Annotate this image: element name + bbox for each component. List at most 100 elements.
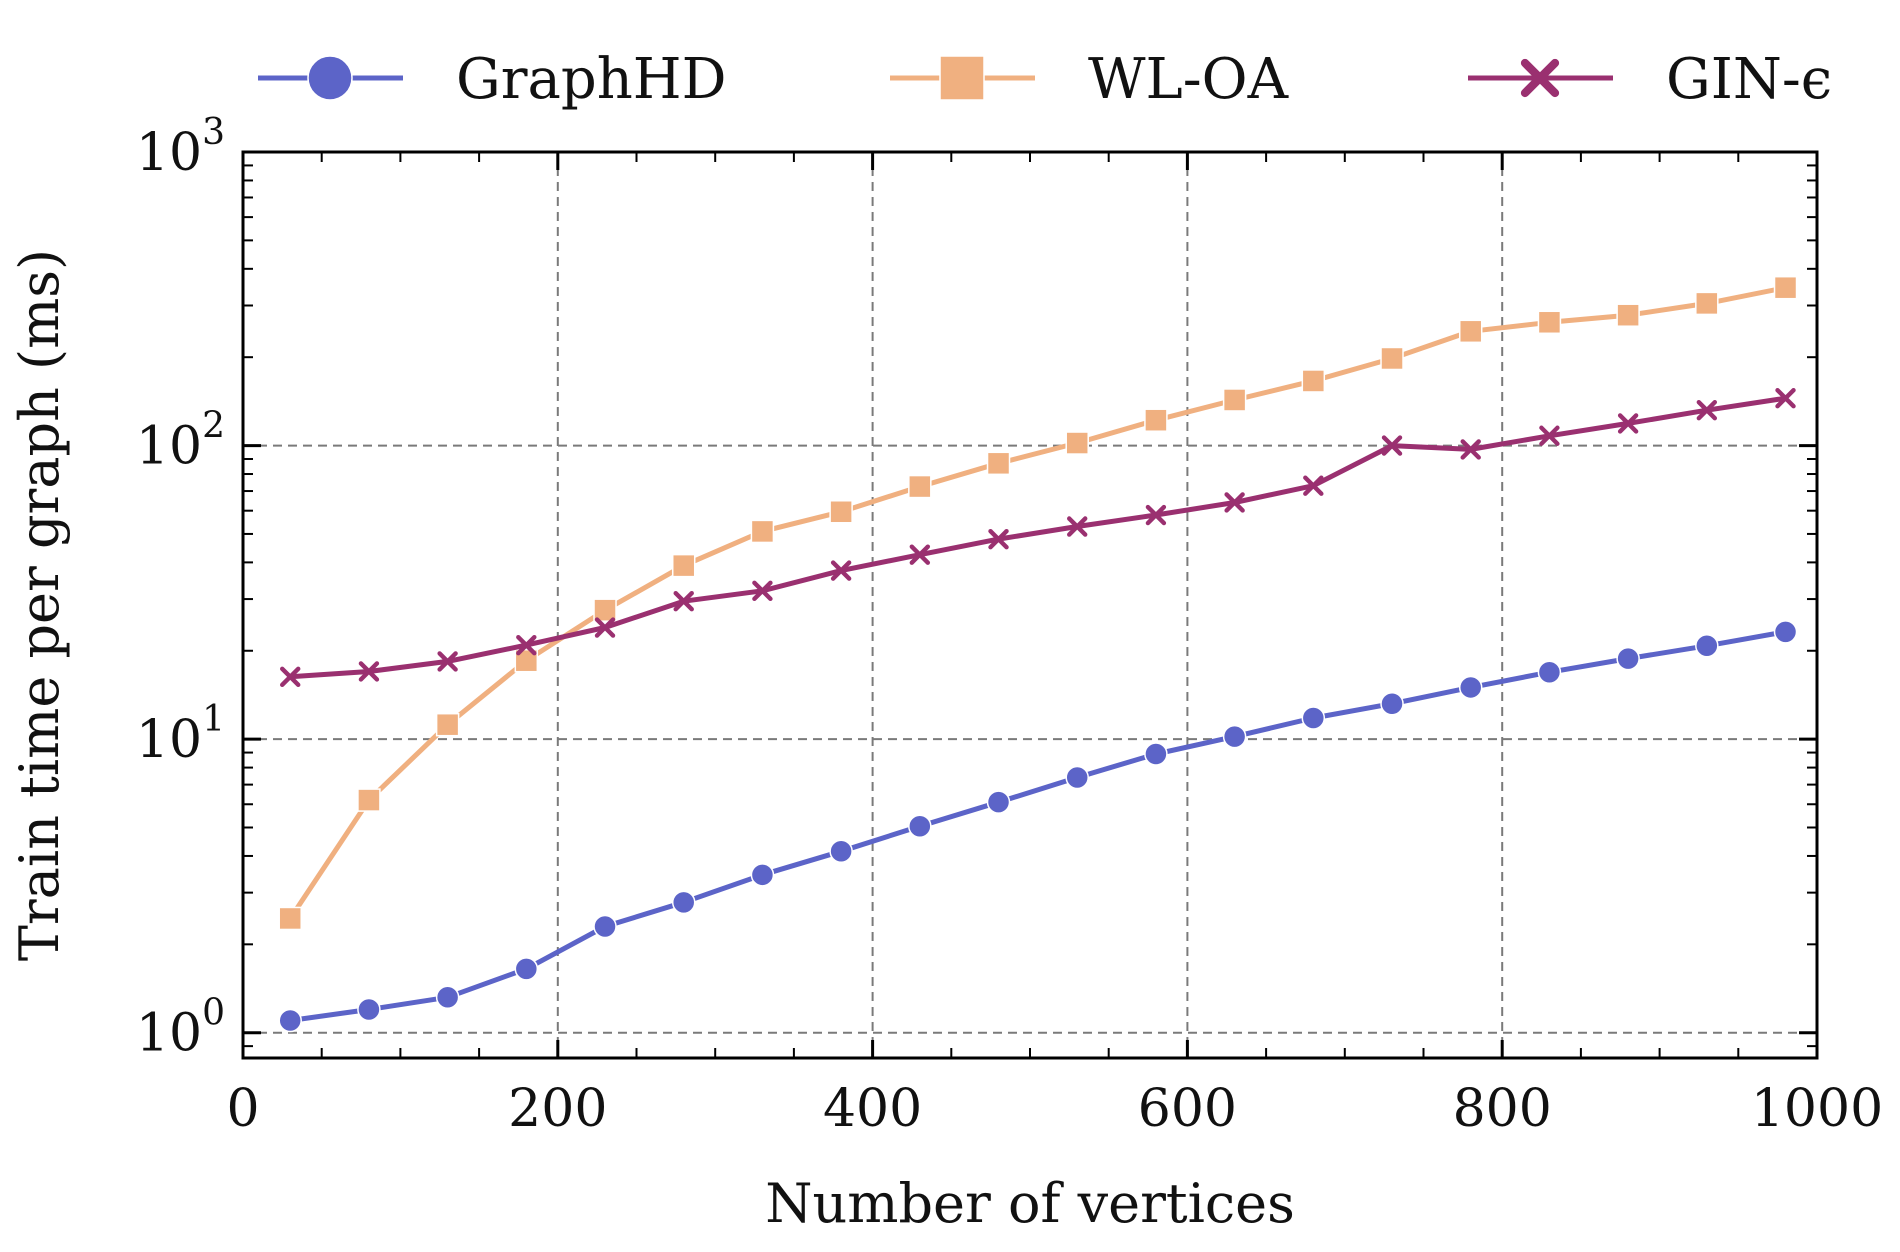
- x-tick-label: 400: [823, 1079, 922, 1139]
- legend-label-graphhd: GraphHD: [456, 47, 727, 112]
- legend-item-gin-epsilon[interactable]: GIN-ϵ: [1468, 47, 1832, 112]
- data-point-x: [830, 560, 852, 581]
- x-mark-stroke: [1224, 492, 1245, 513]
- x-mark-stroke: [988, 528, 1009, 550]
- x-mark-stroke: [516, 634, 537, 656]
- legend-item-graphhd[interactable]: GraphHD: [258, 47, 727, 112]
- x-mark-stroke: [1617, 413, 1639, 434]
- x-mark-stroke: [752, 580, 773, 602]
- x-mark-stroke: [280, 666, 301, 688]
- y-tick-exponent: 0: [202, 993, 225, 1034]
- data-point-square: [435, 712, 460, 737]
- data-point-square: [1380, 346, 1404, 371]
- data-point-circle: [1380, 691, 1404, 716]
- series-graphhd: [278, 620, 1798, 1033]
- data-point-square: [1301, 369, 1326, 393]
- x-mark-stroke: [358, 661, 380, 682]
- x-axis-label: Number of vertices: [765, 1172, 1295, 1235]
- data-point-square: [357, 788, 381, 812]
- data-point-square: [1222, 388, 1247, 412]
- data-point-x: [1381, 435, 1403, 456]
- data-point-square: [750, 519, 775, 544]
- data-point-x: [1224, 492, 1245, 513]
- legend-marker-circle: [307, 55, 353, 101]
- x-mark-stroke: [1520, 58, 1560, 98]
- data-point-square: [1144, 408, 1168, 432]
- x-mark-stroke: [1067, 516, 1088, 537]
- data-point-square: [278, 906, 302, 931]
- data-point-x: [1460, 439, 1481, 460]
- x-mark-stroke: [437, 651, 458, 672]
- x-mark-stroke: [1145, 504, 1167, 526]
- x-tick-label: 200: [508, 1079, 607, 1139]
- data-point-square: [939, 55, 985, 101]
- y-tick-exponent: 3: [202, 112, 225, 153]
- y-tick-base: 10: [136, 1004, 202, 1064]
- legend-label-wl-oa: WL-OA: [1088, 47, 1289, 112]
- data-point-circle: [593, 914, 617, 939]
- data-point-x: [988, 528, 1009, 550]
- data-point-square: [908, 474, 932, 499]
- x-mark-stroke: [1303, 475, 1324, 496]
- x-mark-stroke: [909, 544, 931, 565]
- data-point-square: [514, 648, 539, 673]
- data-point-circle: [1616, 646, 1640, 671]
- data-point-x: [437, 651, 458, 672]
- data-point-circle: [829, 839, 853, 864]
- x-tick-label: 800: [1453, 1079, 1552, 1139]
- data-point-circle: [1773, 620, 1798, 644]
- major-ticks: [241, 150, 1819, 1058]
- data-point-circle: [1301, 706, 1326, 730]
- y-tick-label: 103: [136, 112, 225, 183]
- y-axis-label: Train time per graph (ms): [8, 249, 71, 961]
- data-point-square: [986, 451, 1011, 476]
- data-point-square: [1695, 291, 1719, 316]
- data-point-square: [1458, 319, 1483, 344]
- data-point-x: [1775, 387, 1796, 409]
- data-point-square: [1773, 275, 1798, 300]
- grid: [243, 152, 1817, 1058]
- data-point-square: [1065, 431, 1089, 455]
- series-layer: [278, 275, 1798, 1033]
- x-mark-stroke: [673, 591, 694, 612]
- y-tick-label: 102: [136, 406, 225, 477]
- data-point-x: [1696, 399, 1718, 421]
- series-wl-oa: [278, 275, 1798, 931]
- data-point-x: [594, 617, 616, 638]
- data-point-square: [593, 598, 617, 622]
- data-point-x: [1617, 413, 1639, 434]
- plot-frame: [241, 150, 1819, 1060]
- data-point-x: [1539, 425, 1560, 446]
- x-mark-stroke: [1696, 399, 1718, 421]
- data-point-circle: [435, 985, 460, 1010]
- data-point-square: [671, 553, 696, 578]
- data-point-circle: [908, 814, 932, 838]
- data-point-x: [358, 661, 380, 682]
- x-mark-stroke: [1539, 425, 1560, 446]
- data-point-circle: [357, 997, 381, 1022]
- x-tick-label: 0: [226, 1079, 259, 1139]
- data-point-square: [829, 500, 853, 524]
- y-tick-exponent: 1: [202, 699, 225, 740]
- data-point-circle: [1065, 765, 1089, 790]
- x-tick-label: 1000: [1751, 1079, 1883, 1139]
- x-mark-stroke: [1381, 435, 1403, 456]
- x-tick-label: 600: [1138, 1079, 1237, 1139]
- data-point-circle: [750, 863, 775, 887]
- data-point-x: [673, 591, 694, 612]
- data-point-x: [516, 634, 537, 656]
- y-tick-label: 101: [136, 699, 225, 770]
- data-point-circle: [1144, 742, 1168, 766]
- data-point-x: [1520, 58, 1560, 98]
- legend-item-wl-oa[interactable]: WL-OA: [890, 47, 1289, 112]
- legend-marker-square: [939, 55, 985, 101]
- data-point-circle: [1222, 724, 1247, 749]
- data-point-x: [909, 544, 931, 565]
- x-mark-stroke: [1460, 439, 1481, 460]
- y-tick-label: 100: [136, 993, 225, 1064]
- series-line: [289, 629, 1786, 1023]
- y-tick-base: 10: [136, 710, 202, 770]
- minor-ticks: [243, 152, 1817, 1058]
